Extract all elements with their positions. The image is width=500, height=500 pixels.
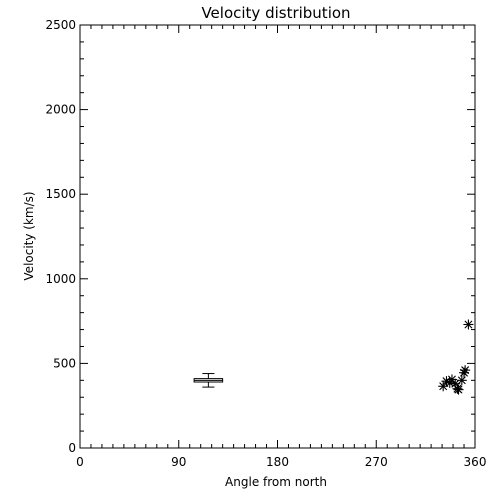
- data-point: [460, 365, 471, 376]
- data-marks: [193, 319, 474, 395]
- box-plot: [193, 373, 224, 388]
- x-tick-label: 180: [266, 455, 289, 469]
- y-axis-label: Velocity (km/s): [22, 191, 36, 280]
- x-tick-label: 360: [464, 455, 487, 469]
- x-axis-label: Angle from north: [225, 475, 327, 489]
- data-point: [463, 319, 474, 330]
- data-point: [453, 384, 464, 395]
- y-tick-label: 1000: [45, 272, 76, 286]
- x-tick-label: 90: [171, 455, 186, 469]
- plot-frame: [79, 24, 476, 449]
- tick-labels: 0 90 180 270 360 0 500 1000 1500 2000 2500: [45, 18, 486, 469]
- chart-title: Velocity distribution: [201, 4, 350, 22]
- y-tick-label: 2000: [45, 103, 76, 117]
- data-point: [456, 375, 467, 386]
- y-tick-label: 1500: [45, 187, 76, 201]
- data-point: [446, 374, 457, 385]
- y-tick-label: 0: [68, 441, 76, 455]
- x-tick-label: 270: [365, 455, 388, 469]
- axis-ticks: [79, 24, 476, 449]
- y-tick-label: 2500: [45, 18, 76, 32]
- x-tick-label: 0: [76, 455, 84, 469]
- y-tick-label: 500: [53, 356, 76, 370]
